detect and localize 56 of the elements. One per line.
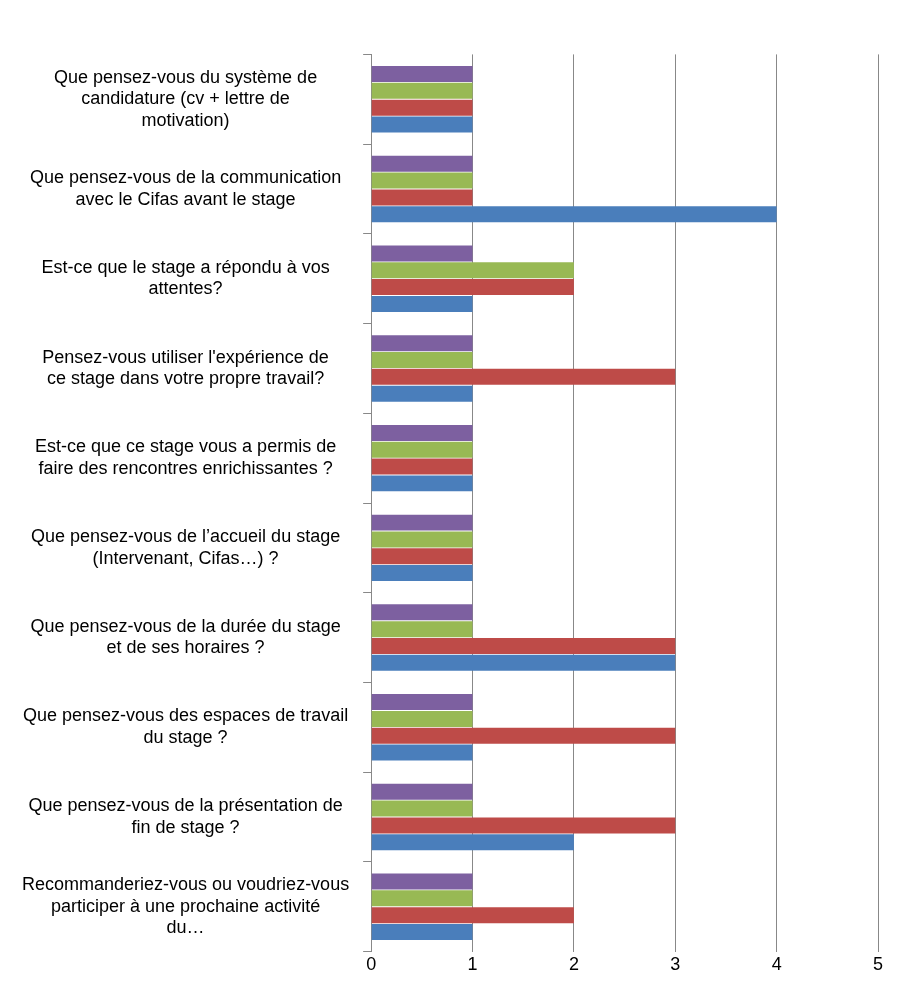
x-tick-label: 0 [366,954,377,975]
bar [371,621,473,638]
bar [371,172,473,189]
y-tick-label: Que pensez-vous de l’accueil du stage (Intervenant, Cifas…) ? [30,526,341,568]
y-tick-label: Recommanderiez-vous ou voudriez-vous participer à une prochaine activité du… [22,874,350,938]
bar [371,99,473,116]
bar [371,82,473,99]
bar [371,514,473,531]
x-tick-label: 5 [872,954,884,975]
bar [371,385,473,402]
bar [371,189,473,206]
bar [371,873,473,890]
y-tick-label: Est-ce que le stage a répondu à vos attentes? [41,256,330,299]
y-tick-label: Que pensez-vous de la durée du stage et de ses horaires ? [30,615,341,658]
x-tick-label: 2 [568,954,579,975]
y-tick-label: Que pensez-vous de la communication avec le Cifas avant le stage [29,167,342,209]
bar [371,565,473,582]
bar [371,638,676,654]
bar [371,834,574,851]
y-tick-label: Que pensez-vous de la présentation de fin de stage ? [28,795,343,837]
bar [371,727,676,744]
y-tick-label: Que pensez-vous des espaces de travail du stage ? [22,705,349,748]
y-tick-label: Pensez-vous utiliser l'expérience de ce stage dans votre propre travail? [42,346,329,389]
bar [371,783,473,800]
bar [371,368,676,385]
x-tick-label: 3 [670,954,681,975]
y-tick-label: Que pensez-vous du système de candidature (cv + lettre de motivation) [54,66,318,130]
bar [371,694,473,711]
bar [371,890,473,907]
bar [371,531,473,548]
bar [371,817,676,834]
bar [371,548,473,565]
bar [371,654,676,671]
bar [371,245,473,262]
bar [371,262,574,279]
bar [371,295,473,312]
bar [371,458,473,475]
bar [371,206,777,223]
bar [371,923,473,940]
y-tick-label: Est-ce que ce stage vous a permis de faire des rencontres enrichissantes ? [34,436,337,478]
bar [371,352,473,368]
bar [371,441,473,458]
bar [371,116,473,133]
bar [371,604,473,621]
bar [371,155,473,172]
x-tick-label: 4 [771,954,782,975]
bar [371,279,574,296]
bar [371,744,473,761]
bar [371,907,574,924]
x-tick-label: 1 [467,954,478,975]
bar [371,424,473,441]
bar [371,475,473,492]
bar [371,335,473,352]
bar [371,710,473,727]
bar [371,66,473,83]
bar [371,800,473,817]
